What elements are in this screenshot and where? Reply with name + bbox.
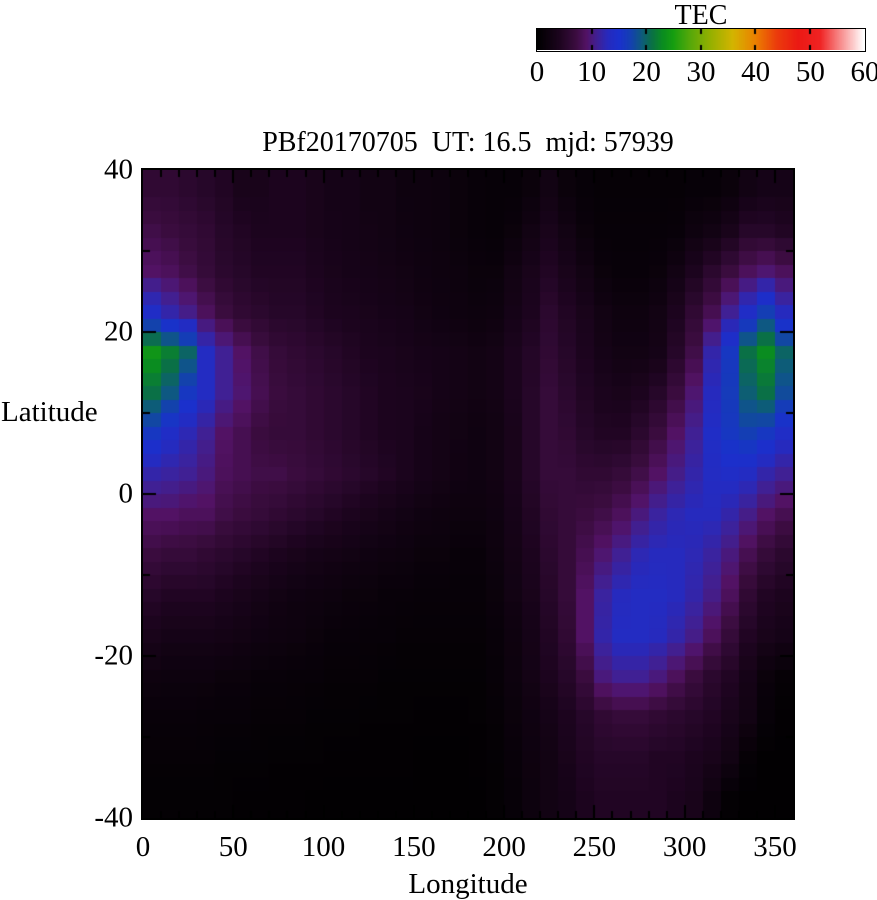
- colorbar-tick-label: 10: [577, 56, 607, 88]
- colorbar-tick-label: 60: [850, 56, 877, 88]
- x-tick-label: 100: [301, 831, 346, 863]
- x-tick-label: 0: [135, 831, 151, 863]
- colorbar-title: TEC: [674, 0, 728, 31]
- colorbar-tick-label: 20: [631, 56, 661, 88]
- y-tick-label: -40: [94, 801, 133, 834]
- x-axis-title: Longitude: [408, 868, 528, 900]
- heatmap-canvas: [143, 170, 793, 818]
- colorbar-gradient-canvas: [537, 29, 864, 50]
- y-axis-title: Latitude: [1, 396, 98, 428]
- plot-title: PBf20170705 UT: 16.5 mjd: 57939: [262, 127, 674, 158]
- y-tick-label: 0: [118, 477, 134, 510]
- y-tick-label: 20: [104, 315, 133, 348]
- colorbar: [536, 28, 866, 52]
- colorbar-tick-label: 30: [686, 56, 716, 88]
- x-tick-label: 50: [218, 831, 248, 863]
- x-tick-label: 350: [753, 831, 797, 863]
- colorbar-tick-label: 0: [529, 56, 545, 88]
- x-tick-label: 150: [392, 831, 436, 863]
- y-tick-label: 40: [104, 153, 133, 186]
- y-tick-label: -20: [94, 639, 133, 672]
- x-tick-label: 300: [662, 831, 707, 863]
- x-tick-label: 200: [482, 831, 526, 863]
- heatmap-plot-area: [141, 168, 795, 820]
- colorbar-tick-label: 50: [795, 56, 825, 88]
- x-tick-label: 250: [572, 831, 617, 863]
- colorbar-tick-label: 40: [741, 56, 771, 88]
